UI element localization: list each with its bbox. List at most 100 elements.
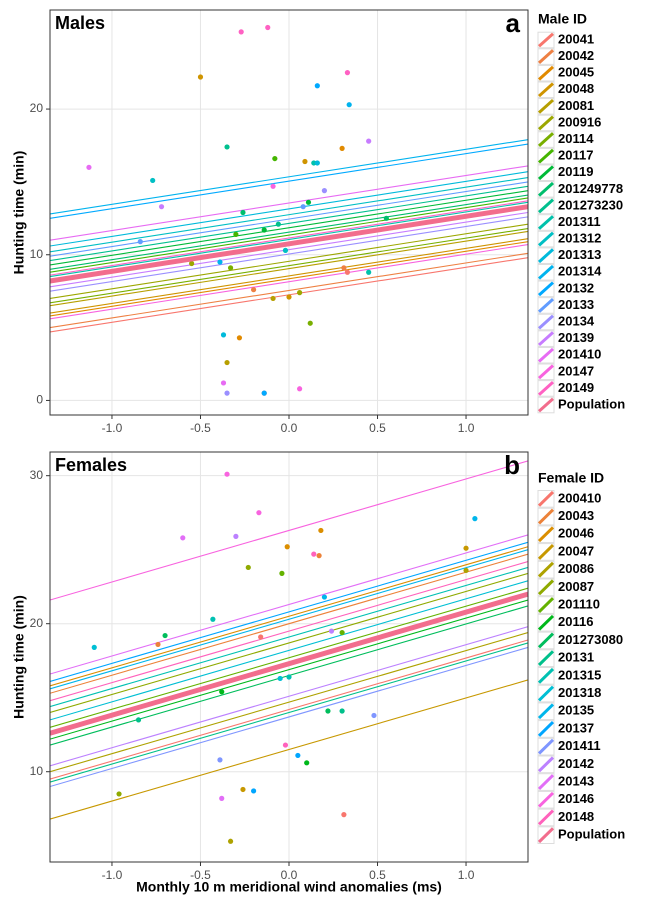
x-tick-label: -0.5 <box>190 868 211 882</box>
point <box>321 188 328 194</box>
legend-swatch <box>537 115 555 131</box>
legend-title: Male ID <box>538 11 587 27</box>
legend-label: 20087 <box>558 579 594 594</box>
fit-line <box>50 639 528 780</box>
legend-swatch <box>537 49 555 65</box>
point <box>463 567 469 574</box>
point <box>304 760 310 766</box>
point <box>256 510 262 516</box>
x-tick-label: 1.0 <box>458 421 475 435</box>
panel-title: Females <box>55 455 127 475</box>
legend-label: 20139 <box>558 330 594 345</box>
fit-line <box>50 549 528 690</box>
fit-line <box>50 646 528 788</box>
point <box>300 204 306 210</box>
y-tick-label: 10 <box>30 764 44 778</box>
point <box>472 516 478 522</box>
point <box>277 675 283 682</box>
point <box>344 70 351 76</box>
legend-swatch <box>537 248 555 264</box>
fit-line <box>50 553 528 694</box>
point <box>219 795 225 801</box>
point <box>318 527 324 534</box>
legend-swatch <box>537 364 555 380</box>
point <box>180 535 186 541</box>
legend-label: 20043 <box>558 508 594 523</box>
legend-label: Population <box>558 827 625 842</box>
point <box>297 290 303 296</box>
plot-marks <box>50 460 528 844</box>
x-tick-label: -1.0 <box>102 868 123 882</box>
legend-label: 200410 <box>558 490 601 505</box>
legend-swatch <box>537 809 555 826</box>
fit-line <box>50 143 528 219</box>
legend-label: 20134 <box>558 313 595 328</box>
point <box>341 812 347 818</box>
point <box>371 712 377 719</box>
point <box>261 390 267 396</box>
point <box>286 294 292 300</box>
legend-label: 20142 <box>558 756 594 771</box>
point <box>227 265 234 271</box>
legend-swatch <box>537 281 555 297</box>
legend-swatch <box>537 347 555 363</box>
legend-label: 20143 <box>558 773 594 788</box>
point <box>302 158 308 165</box>
x-tick-label: 0.0 <box>281 421 298 435</box>
fit-line <box>50 197 528 273</box>
point <box>197 74 204 80</box>
y-tick-label: 20 <box>30 616 44 630</box>
point <box>240 786 246 793</box>
legend-swatch <box>537 181 555 197</box>
point <box>328 628 335 634</box>
legend-label: 20133 <box>558 297 594 312</box>
legend-swatch <box>537 380 555 396</box>
legend-label: 20147 <box>558 363 594 378</box>
legend-label: 201411 <box>558 738 601 753</box>
point <box>137 239 143 245</box>
legend-swatch <box>537 756 555 773</box>
legend-label: 20135 <box>558 703 594 718</box>
legend-label: 201311 <box>558 214 601 229</box>
x-tick-label: -1.0 <box>102 421 123 435</box>
legend-label: 20086 <box>558 561 594 576</box>
fit-line <box>50 194 528 270</box>
legend-swatch <box>537 298 555 313</box>
legend-label: 201410 <box>558 347 601 362</box>
legend-swatch <box>537 508 555 525</box>
legend-swatch <box>537 132 555 147</box>
plot-border <box>49 9 529 416</box>
legend-label: 201315 <box>558 667 601 682</box>
legend-label: 20131 <box>558 650 594 665</box>
legend-label: 20045 <box>558 65 594 80</box>
point <box>366 269 372 275</box>
point <box>227 838 234 844</box>
point <box>158 204 165 210</box>
point <box>233 231 239 237</box>
legend-label: 20146 <box>558 791 594 806</box>
point <box>286 674 292 680</box>
fit-line <box>50 580 528 721</box>
fit-line <box>50 642 528 783</box>
fit-line <box>50 185 528 262</box>
y-tick-label: 30 <box>30 468 44 482</box>
legend-label: 201313 <box>558 247 601 262</box>
fit-line <box>50 561 528 702</box>
legend-label: 20148 <box>558 809 594 824</box>
point <box>135 717 142 723</box>
legend-swatch <box>537 231 555 247</box>
population-line <box>49 204 529 284</box>
fit-line <box>50 252 528 329</box>
legend-swatch <box>537 198 555 214</box>
legend-label: 20041 <box>558 31 594 46</box>
population-line <box>49 591 529 736</box>
legend-swatch <box>537 579 555 596</box>
legend-swatch <box>537 215 555 230</box>
legend-label: 200916 <box>558 114 601 129</box>
fit-line <box>50 572 528 714</box>
point <box>346 102 352 108</box>
point <box>279 570 285 576</box>
fit-line <box>50 176 528 253</box>
panel-title: Males <box>55 13 105 33</box>
legend-label: 20042 <box>558 48 594 63</box>
